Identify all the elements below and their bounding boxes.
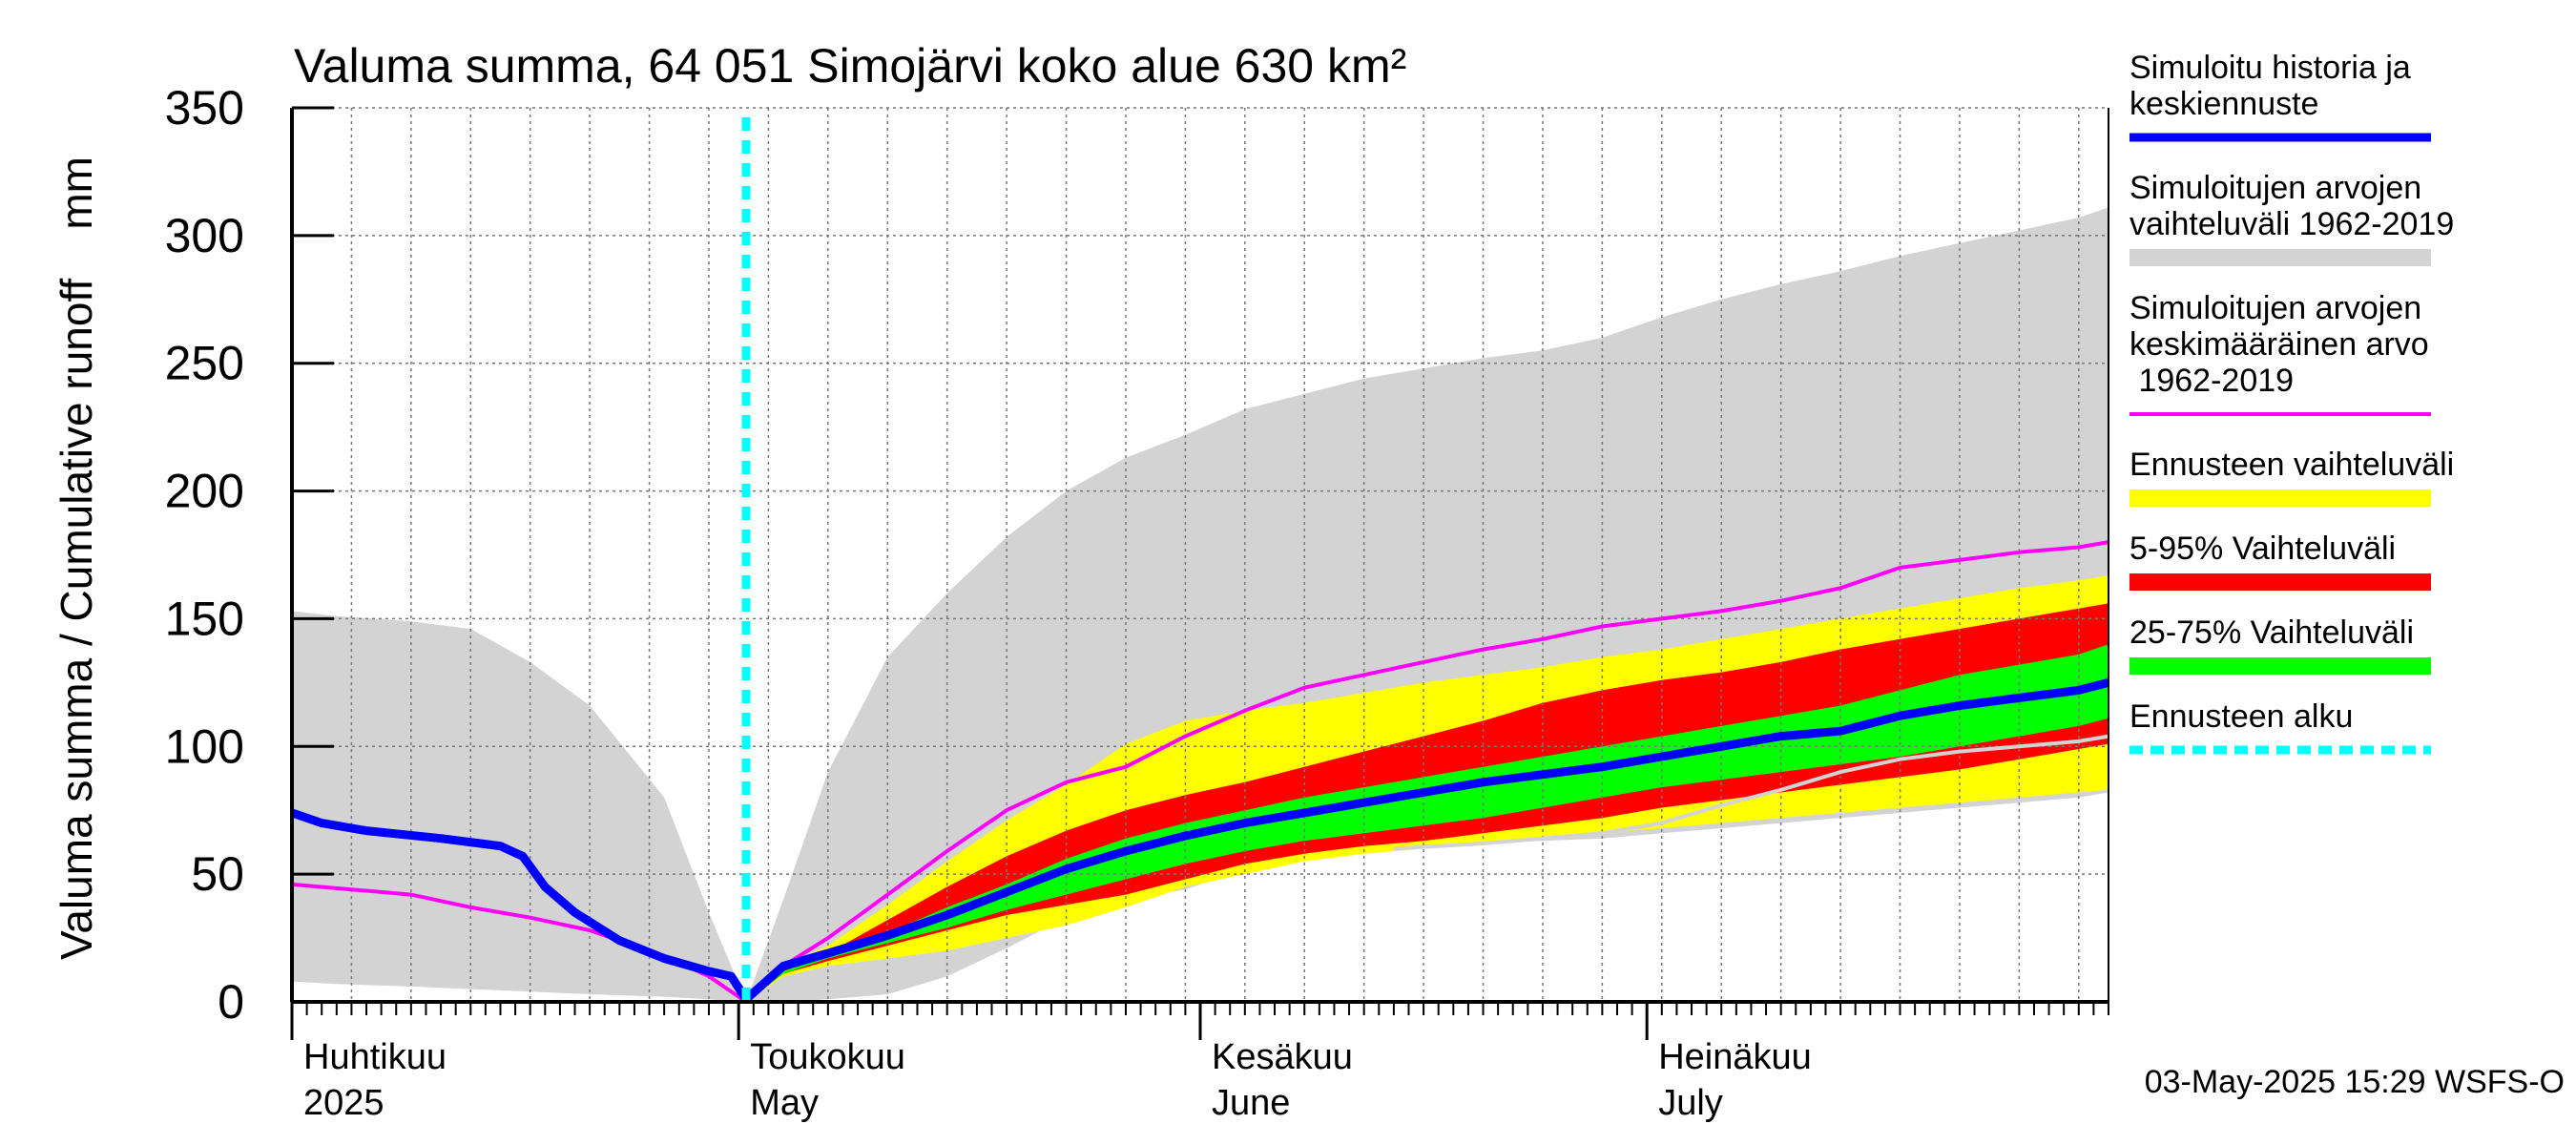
legend: Simuloitu historia ja keskiennusteSimuloi… xyxy=(2129,50,2454,755)
y-tick-label: 350 xyxy=(165,81,244,135)
x-month-label-fi: Toukokuu xyxy=(750,1037,905,1077)
legend-swatch-25-75-vaihteluv-li xyxy=(2129,657,2431,675)
legend-swatch-simuloitujen-arvojen-vaihteluv-li-1962-2019 xyxy=(2129,249,2431,266)
x-month-label-en: 2025 xyxy=(303,1083,384,1123)
y-tick-label: 200 xyxy=(165,465,244,518)
legend-label-line: Simuloitu historia ja xyxy=(2129,50,2411,86)
series-lines xyxy=(290,540,2110,1004)
legend-label-simuloitujen-arvojen-vaihteluv-li-1962-2019: Simuloitujen arvojen vaihteluväli 1962-20… xyxy=(2129,170,2454,242)
legend-label-line: Simuloitujen arvojen xyxy=(2129,290,2421,326)
grid-lines xyxy=(292,107,2109,1002)
legend-swatch-5-95-vaihteluv-li xyxy=(2129,573,2431,591)
legend-label-25-75-vaihteluv-li: 25-75% Vaihteluväli xyxy=(2129,614,2414,651)
y-tick-label: 50 xyxy=(191,847,244,901)
x-month-label-fi: Huhtikuu xyxy=(303,1037,447,1077)
legend-label-line: 1962-2019 xyxy=(2129,363,2294,399)
y-axis-label: Valuma summa / Cumulative runoff mm xyxy=(52,156,101,960)
line-simuloitu-historia-ja-keskiennuste xyxy=(290,678,2110,1004)
y-tick-label: 150 xyxy=(165,592,244,645)
legend-swatch-ennusteen-vaihteluv-li xyxy=(2129,489,2431,507)
legend-label-simuloitujen-arvojen-keskim-r-inen-arvo-1962-2019: Simuloitujen arvojen keskimääräinen arvo … xyxy=(2129,290,2429,399)
x-month-label-fi: Heinäkuu xyxy=(1658,1037,1812,1077)
legend-label-line: 5-95% Vaihteluväli xyxy=(2129,531,2396,567)
legend-label-line: vaihteluväli 1962-2019 xyxy=(2129,206,2454,242)
legend-label-line: Ennusteen alku xyxy=(2129,698,2353,735)
legend-label-line: Ennusteen vaihteluväli xyxy=(2129,447,2454,483)
legend-label-ennusteen-vaihteluv-li: Ennusteen vaihteluväli xyxy=(2129,447,2454,483)
y-tick-label: 250 xyxy=(165,337,244,390)
y-tick-label: 300 xyxy=(165,209,244,262)
line-simuloitu-median-grey xyxy=(1393,734,2109,851)
legend-label-5-95-vaihteluv-li: 5-95% Vaihteluväli xyxy=(2129,531,2396,567)
legend-label-simuloitu-historia-ja-keskiennuste: Simuloitu historia ja keskiennuste xyxy=(2129,50,2411,122)
band-25-75-vaihteluv-li xyxy=(746,644,2109,1002)
x-month-label-en: June xyxy=(1212,1083,1290,1123)
axes: 0 50 100 150 200 250 300 350 Huhtikuu 2025 Toukoku… xyxy=(165,81,2109,1123)
x-month-label-fi: Kesäkuu xyxy=(1212,1037,1353,1077)
legend-label-line: keskimääräinen arvo xyxy=(2129,326,2429,363)
x-month-label-en: May xyxy=(750,1083,819,1123)
legend-label-line: Simuloitujen arvojen xyxy=(2129,170,2421,206)
chart-title: Valuma summa, 64 051 Simojärvi koko alue… xyxy=(294,39,1406,93)
y-tick-label: 0 xyxy=(218,975,244,1029)
legend-label-line: keskiennuste xyxy=(2129,86,2318,122)
y-tick-label: 100 xyxy=(165,719,244,773)
footer-timestamp: 03-May-2025 15:29 WSFS-O xyxy=(2145,1064,2565,1100)
legend-label-line: 25-75% Vaihteluväli xyxy=(2129,614,2414,651)
legend-label-ennusteen-alku: Ennusteen alku xyxy=(2129,698,2353,735)
x-month-label-en: July xyxy=(1658,1083,1723,1123)
